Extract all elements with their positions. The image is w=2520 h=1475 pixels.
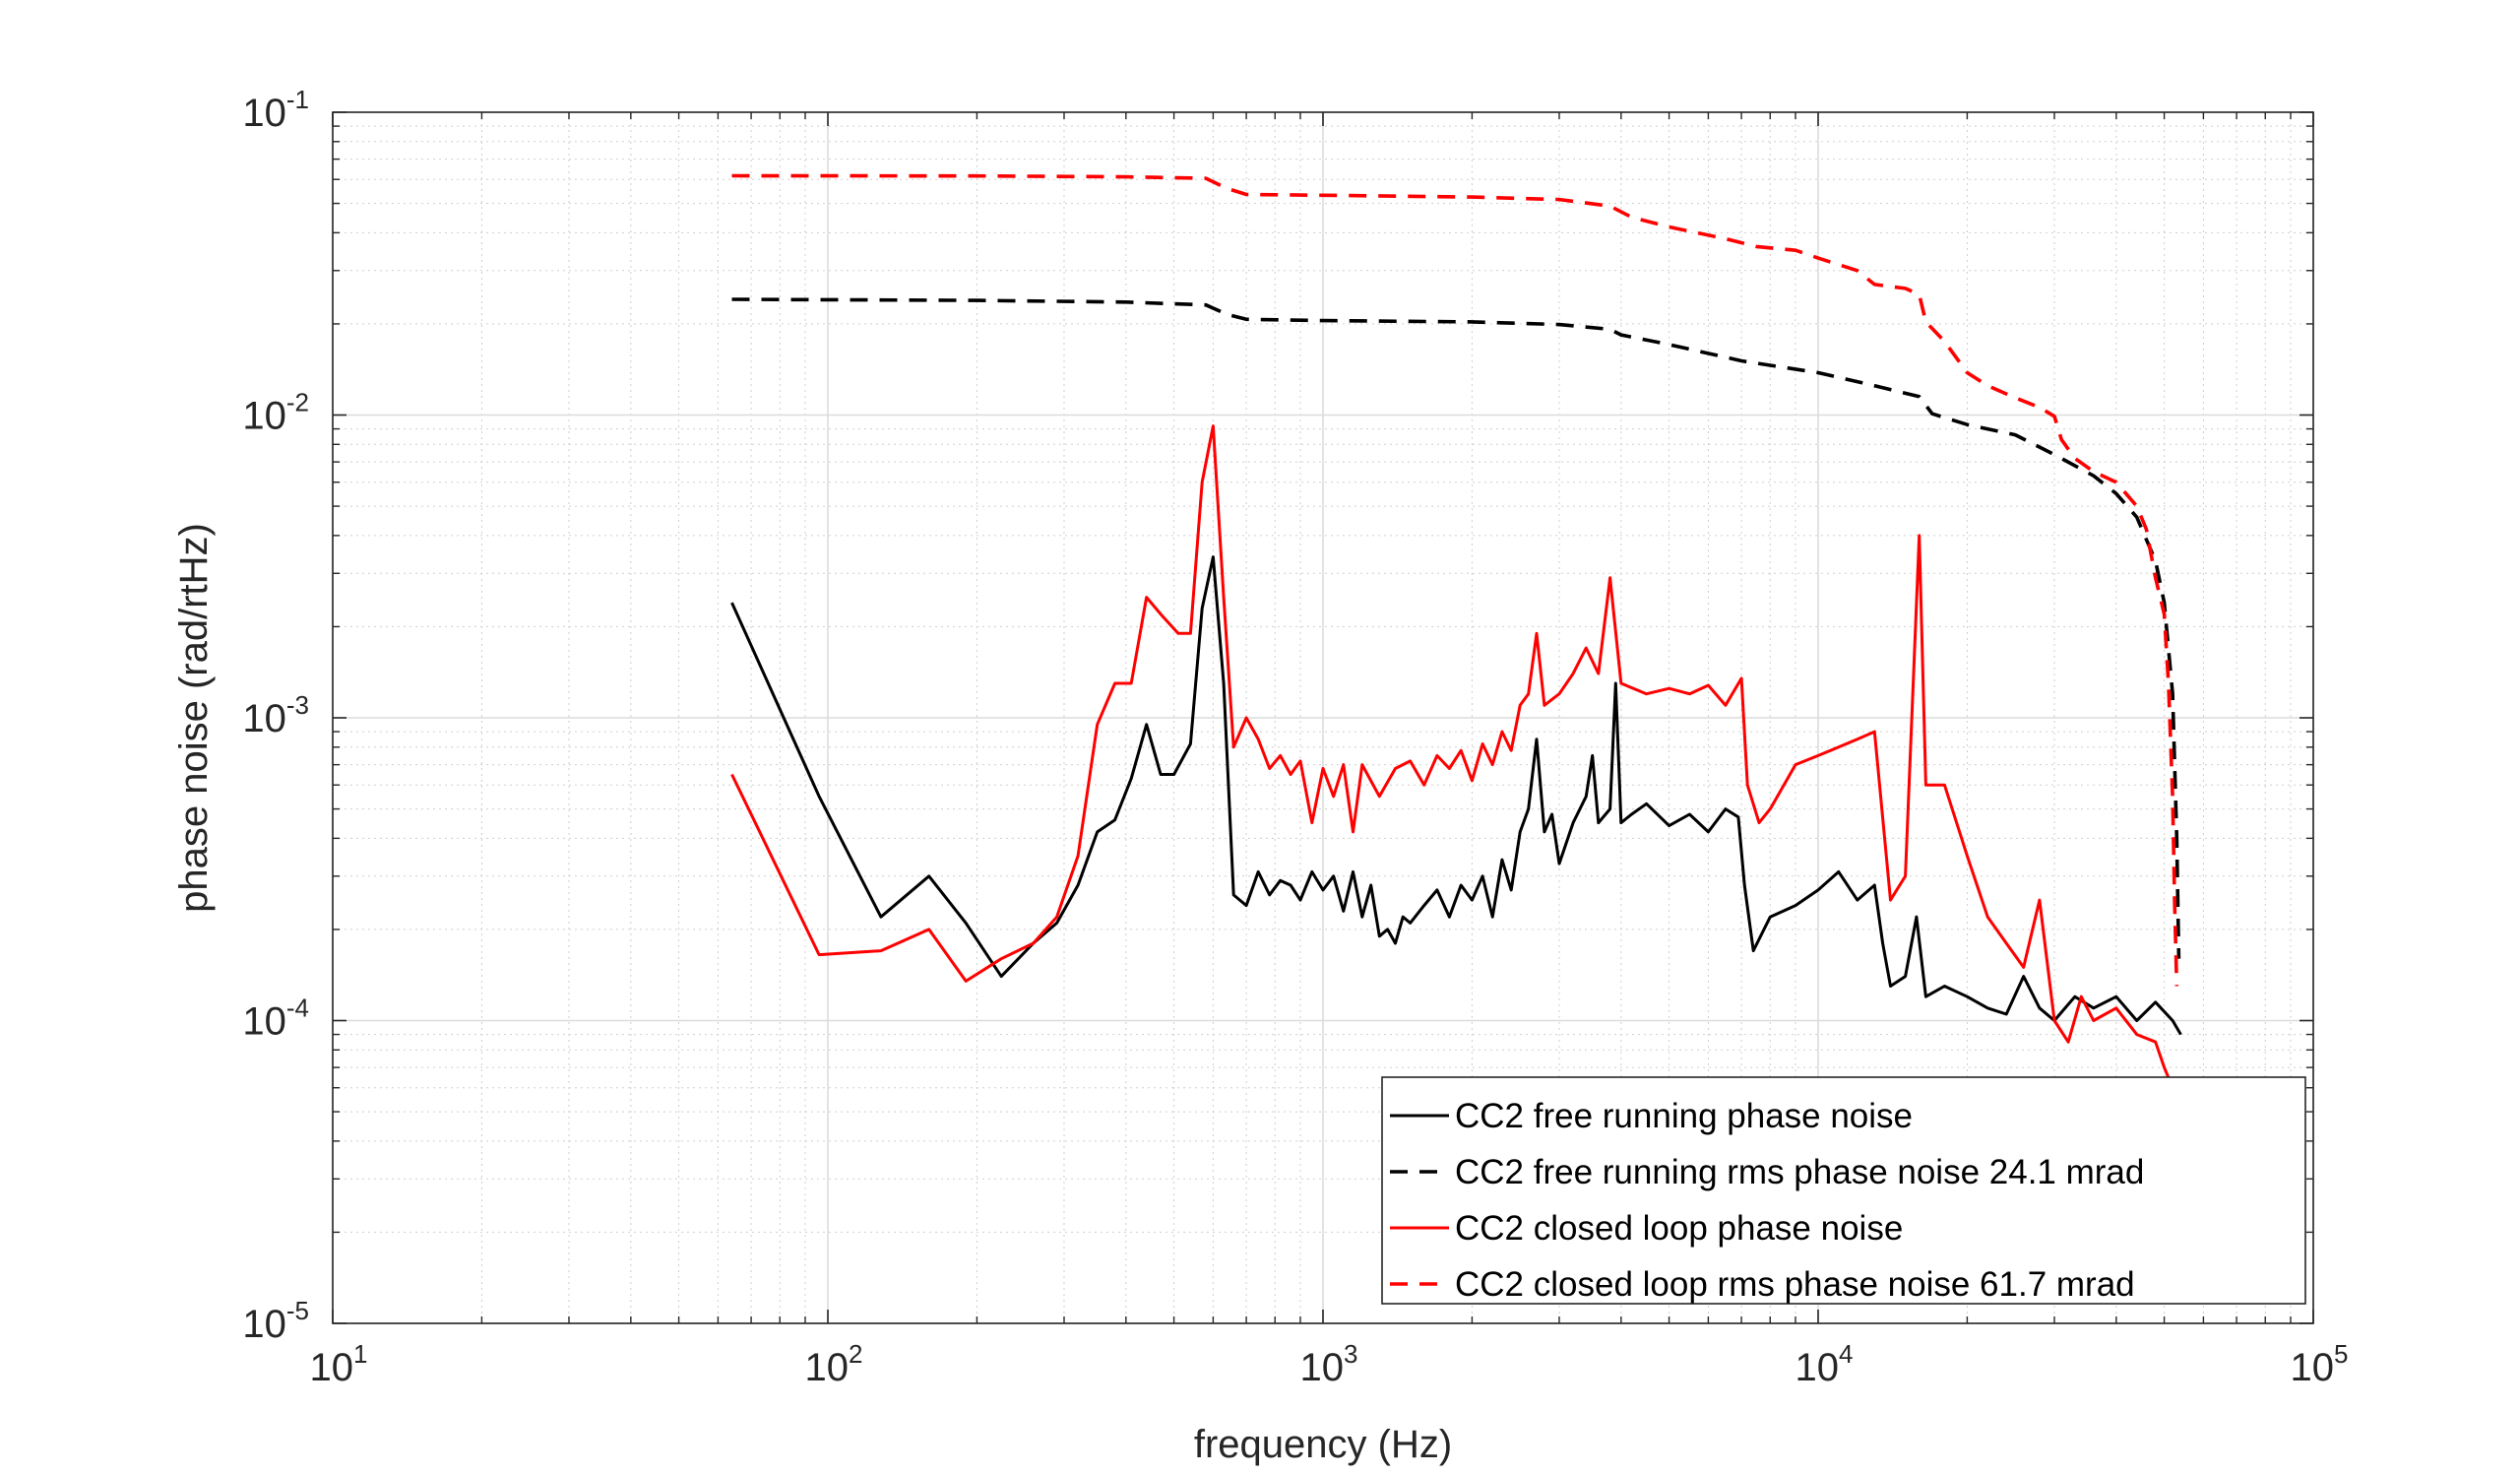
y-tick-labels: 10-510-410-310-210-1 — [242, 85, 309, 1346]
x-tick-exponent: 2 — [849, 1339, 862, 1369]
y-tick-base: 10 — [242, 1303, 286, 1346]
y-axis-title: phase noise (rad/rtHz) — [172, 523, 216, 913]
axis-ticks — [332, 111, 2314, 1324]
legend-label-3: CC2 closed loop phase noise — [1455, 1209, 1903, 1248]
legend-label-1: CC2 free running phase noise — [1455, 1097, 1913, 1135]
y-tick-exponent: -2 — [286, 388, 309, 417]
y-tick-base: 10 — [242, 1000, 286, 1044]
x-axis-title: frequency (Hz) — [1194, 1423, 1452, 1466]
y-tick-label: 10-4 — [242, 994, 309, 1044]
y-tick-exponent: -3 — [286, 690, 309, 720]
minor-grid — [333, 112, 2313, 1323]
x-tick-exponent: 5 — [2334, 1339, 2348, 1369]
y-tick-label: 10-1 — [242, 85, 309, 135]
legend: CC2 free running phase noise CC2 free run… — [1381, 1076, 2306, 1305]
x-tick-label: 102 — [805, 1339, 863, 1389]
x-tick-exponent: 4 — [1839, 1339, 1853, 1369]
y-tick-exponent: -4 — [286, 994, 309, 1023]
y-tick-base: 10 — [242, 395, 286, 438]
x-tick-label: 101 — [310, 1339, 368, 1389]
y-tick-exponent: -5 — [286, 1296, 309, 1325]
y-tick-label: 10-2 — [242, 388, 309, 438]
x-tick-base: 10 — [310, 1346, 354, 1389]
x-tick-base: 10 — [1796, 1346, 1840, 1389]
y-tick-exponent: -1 — [286, 85, 309, 114]
y-tick-label: 10-5 — [242, 1296, 309, 1346]
y-tick-base: 10 — [242, 92, 286, 135]
x-tick-labels: 101 102 103 104 105 — [310, 1339, 2349, 1389]
x-tick-exponent: 3 — [1344, 1339, 1357, 1369]
x-tick-label: 103 — [1300, 1339, 1358, 1389]
x-tick-base: 10 — [805, 1346, 850, 1389]
x-tick-label: 105 — [2291, 1339, 2349, 1389]
series-line-4 — [731, 173, 2179, 987]
series-layer — [730, 173, 2182, 1089]
x-tick-exponent: 1 — [353, 1339, 367, 1369]
x-tick-label: 104 — [1796, 1339, 1854, 1389]
series-line-1 — [730, 555, 2182, 1036]
y-tick-label: 10-3 — [242, 690, 309, 740]
legend-label-2: CC2 free running rms phase noise 24.1 mr… — [1455, 1153, 2144, 1191]
legend-box — [1381, 1076, 2306, 1305]
y-tick-base: 10 — [242, 697, 286, 740]
series-line-2 — [731, 297, 2181, 959]
legend-label-4: CC2 closed loop rms phase noise 61.7 mra… — [1455, 1265, 2135, 1304]
x-tick-base: 10 — [1300, 1346, 1345, 1389]
series-line-3 — [730, 424, 2174, 1089]
x-tick-base: 10 — [2291, 1346, 2335, 1389]
